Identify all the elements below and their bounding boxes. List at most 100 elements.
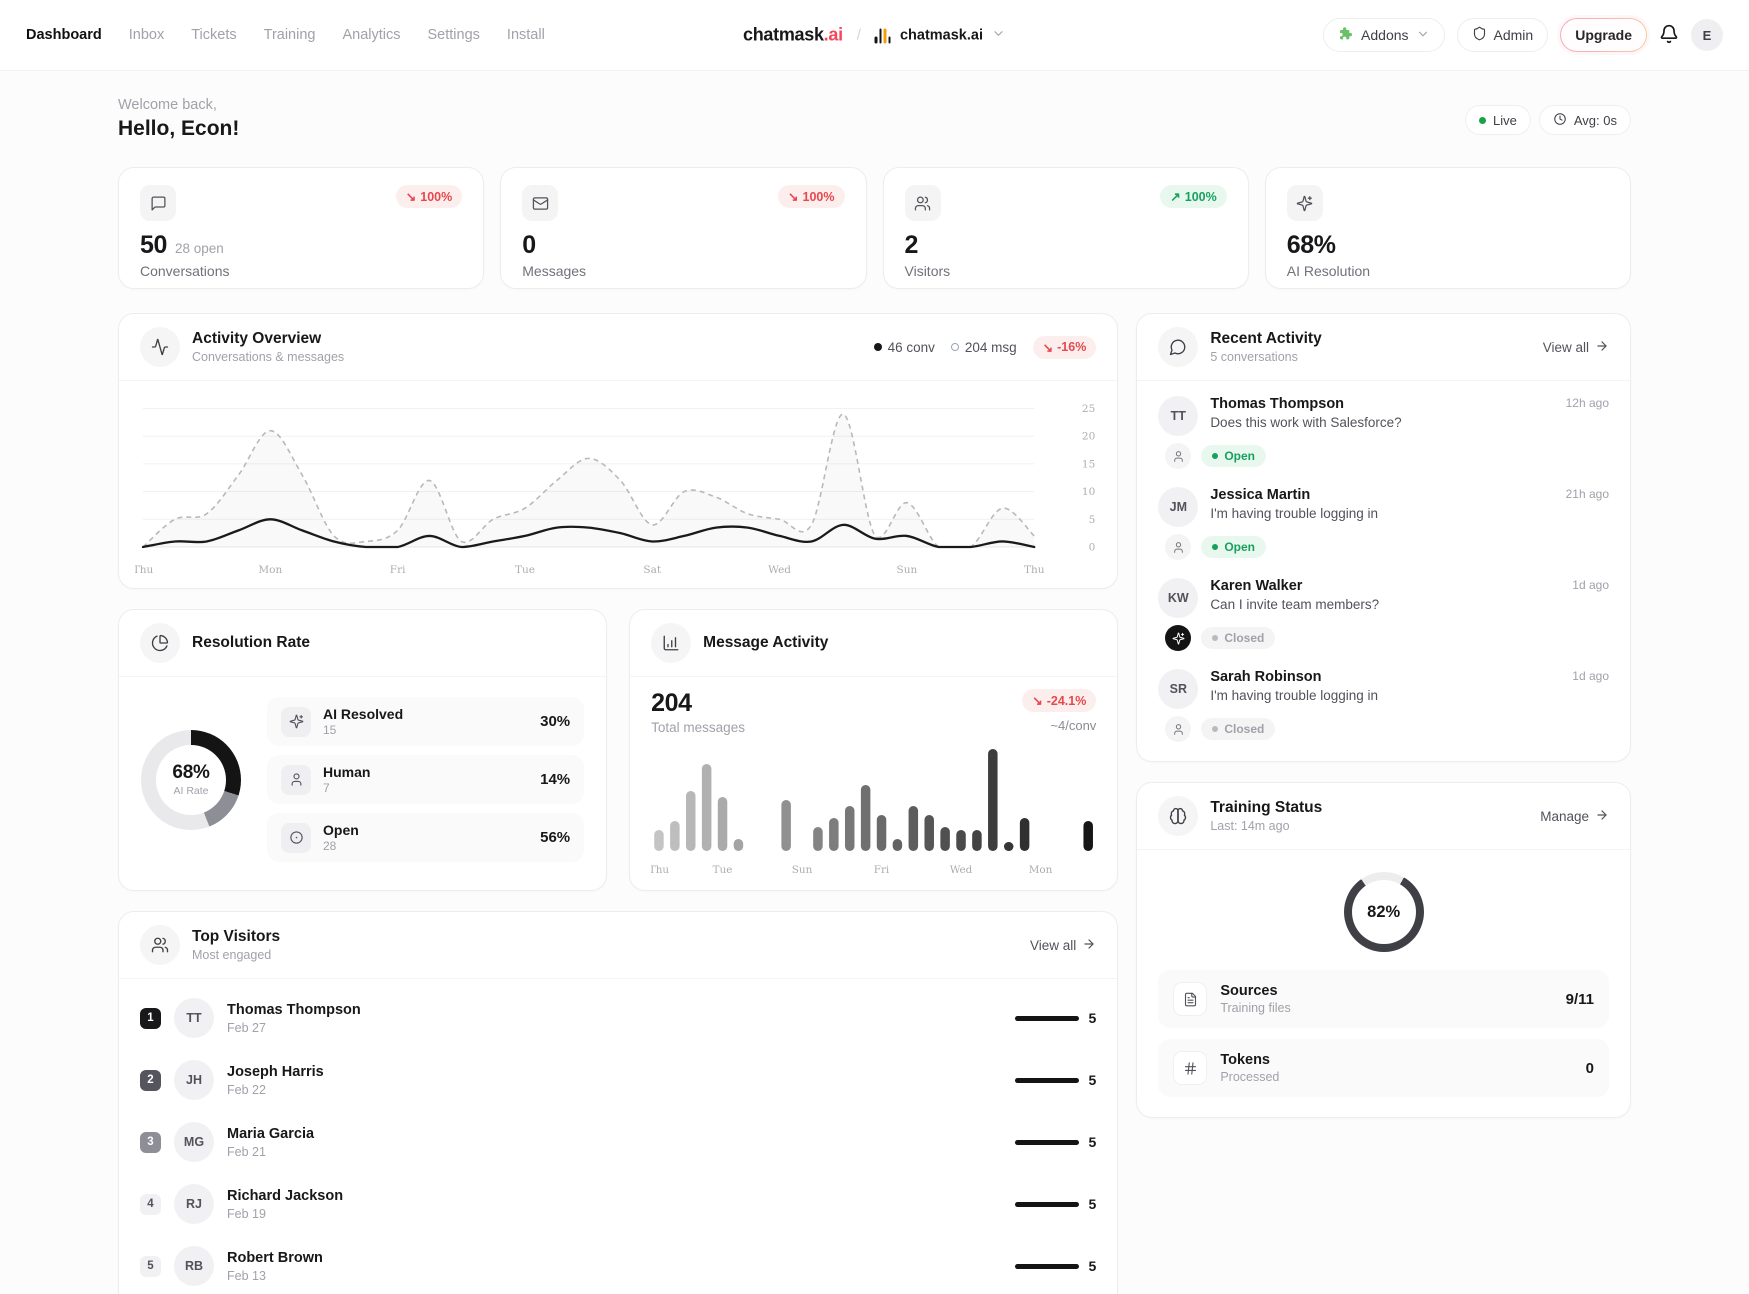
- ai-rate-label: AI Rate: [173, 785, 209, 797]
- status-badge: Open: [1201, 536, 1266, 558]
- recent-view-all-button[interactable]: View all: [1543, 339, 1609, 356]
- svg-text:Mon: Mon: [258, 564, 282, 576]
- nav-item-tickets[interactable]: Tickets: [191, 27, 237, 43]
- activity-overview-card: Activity Overview Conversations & messag…: [118, 313, 1119, 589]
- brain-icon: [1158, 796, 1199, 836]
- row-label: Tokens: [1220, 1052, 1271, 1068]
- svg-text:20: 20: [1082, 431, 1095, 443]
- hash-icon: [1173, 1051, 1208, 1085]
- legend-hollow: 204 msg: [950, 340, 1017, 355]
- nav-item-analytics[interactable]: Analytics: [342, 27, 401, 43]
- training-manage-button[interactable]: Manage: [1540, 808, 1609, 825]
- svg-text:Fri: Fri: [874, 864, 890, 876]
- visitors-view-all-button[interactable]: View all: [1030, 937, 1096, 954]
- resolution-breakdown-row: AI Resolved 15 30%: [267, 697, 585, 746]
- row-label: Sources: [1220, 983, 1278, 999]
- row-sublabel: Processed: [1220, 1070, 1280, 1084]
- visitor-date: Feb 21: [227, 1144, 266, 1159]
- nav-item-settings[interactable]: Settings: [427, 27, 480, 43]
- timestamp: 1d ago: [1572, 578, 1609, 592]
- agent-avatar: [1165, 716, 1192, 742]
- conversation-list-item[interactable]: KW Karen Walker Can I invite team member…: [1137, 569, 1630, 660]
- admin-button[interactable]: Admin: [1456, 18, 1549, 52]
- upgrade-button[interactable]: Upgrade: [1560, 18, 1647, 52]
- trend-down-icon: ↘: [1032, 694, 1043, 708]
- welcome-greeting: Welcome back,: [118, 97, 217, 113]
- welcome-section: Welcome back, Hello, Econ! Live Avg: 0s: [118, 97, 1631, 141]
- stats-row: ↘ 100% 50 28 open Conversations ↘ 100% 0 M…: [118, 167, 1631, 289]
- workspace-logo-icon: [874, 27, 891, 43]
- sparkles-icon: [1286, 185, 1323, 221]
- svg-text:Sun: Sun: [897, 564, 918, 576]
- row-count: 28: [323, 839, 337, 853]
- activity-trend-badge: ↘ -16%: [1032, 335, 1097, 359]
- addons-button[interactable]: Addons: [1323, 18, 1445, 52]
- timestamp: 12h ago: [1565, 396, 1609, 410]
- nav-item-training[interactable]: Training: [263, 27, 316, 43]
- conversation-list-item[interactable]: TT Thomas Thompson Does this work with S…: [1137, 387, 1630, 478]
- activity-subtitle: Conversations & messages: [192, 350, 345, 364]
- visitor-name: Joseph Harris: [227, 1063, 324, 1080]
- user-avatar[interactable]: E: [1691, 19, 1723, 51]
- visitor-list-item[interactable]: 5 RB Robert Brown Feb 13 5: [119, 1235, 1117, 1294]
- message-circle-icon: [1158, 327, 1199, 367]
- logo-suffix: .ai: [823, 24, 843, 45]
- visitor-name: Thomas Thompson: [227, 1001, 361, 1018]
- stat-card: ↗ 100% 2 Visitors: [882, 167, 1249, 289]
- svg-text:Thu: Thu: [1024, 564, 1045, 576]
- avatar: MG: [174, 1122, 214, 1162]
- resolution-breakdown-row: Human 7 14%: [267, 755, 585, 804]
- timestamp: 1d ago: [1572, 669, 1609, 683]
- engagement-count: 5: [1088, 1072, 1097, 1088]
- workspace-name: chatmask.ai: [899, 27, 983, 43]
- contact-name: Sarah Robinson: [1210, 669, 1322, 685]
- nav-item-install[interactable]: Install: [506, 27, 545, 43]
- nav-item-inbox[interactable]: Inbox: [128, 27, 165, 43]
- notifications-button[interactable]: [1659, 24, 1679, 47]
- last-message: I'm having trouble logging in: [1210, 506, 1378, 521]
- addons-label: Addons: [1361, 27, 1409, 43]
- conversation-list-item[interactable]: JM Jessica Martin I'm having trouble log…: [1137, 478, 1630, 569]
- svg-text:Tue: Tue: [713, 864, 733, 876]
- engagement-count: 5: [1088, 1010, 1097, 1026]
- stat-sub-value: 28 open: [175, 241, 224, 256]
- rank-badge: 3: [140, 1131, 161, 1153]
- last-message: I'm having trouble logging in: [1210, 688, 1378, 703]
- recent-activity-card: Recent Activity 5 conversations View all…: [1136, 313, 1631, 762]
- status-badge: Closed: [1201, 718, 1276, 740]
- visitor-name: Richard Jackson: [227, 1187, 344, 1204]
- workspace-selector[interactable]: chatmask.ai: [874, 27, 1006, 44]
- bar-chart-svg: Thu Tue Sun Fri Wed Mon: [649, 749, 1094, 876]
- total-messages-label: Total messages: [651, 720, 745, 735]
- visitor-list-item[interactable]: 2 JH Joseph Harris Feb 22 5: [119, 1049, 1117, 1111]
- row-sublabel: Training files: [1220, 1001, 1291, 1015]
- engagement-bar: [1014, 1015, 1079, 1021]
- svg-text:0: 0: [1089, 542, 1096, 554]
- trend-down-icon: ↘: [1042, 340, 1054, 355]
- circle-dot-icon: [281, 822, 311, 853]
- row-value: 0: [1585, 1059, 1594, 1077]
- trend-down-icon: ↘: [788, 190, 799, 204]
- top-visitors-title: Top Visitors: [192, 928, 281, 945]
- user-icon: [281, 764, 311, 795]
- logo[interactable]: chatmask.ai: [743, 25, 843, 46]
- avatar: SR: [1158, 669, 1199, 709]
- nav-item-dashboard[interactable]: Dashboard: [26, 27, 102, 43]
- trend-up-icon: ↗: [1170, 190, 1181, 204]
- visitor-list-item[interactable]: 4 RJ Richard Jackson Feb 19 5: [119, 1173, 1117, 1235]
- stat-value: 50: [140, 231, 168, 259]
- trend-down-icon: ↘: [405, 190, 417, 204]
- engagement-bar: [1014, 1077, 1079, 1083]
- visitor-list-item[interactable]: 3 MG Maria Garcia Feb 21 5: [119, 1111, 1117, 1173]
- visitor-list-item[interactable]: 1 TT Thomas Thompson Feb 27 5: [119, 987, 1117, 1049]
- stat-label: Conversations: [140, 263, 230, 279]
- row-percentage: 56%: [540, 829, 571, 846]
- message-square-icon: [140, 185, 176, 221]
- stat-value: 2: [904, 231, 919, 259]
- svg-text:Thu: Thu: [135, 564, 154, 576]
- legend-filled: 46 conv: [873, 340, 935, 355]
- conversation-list-item[interactable]: SR Sarah Robinson I'm having trouble log…: [1137, 660, 1630, 751]
- row-count: 7: [323, 781, 330, 795]
- top-bar: Dashboard Inbox Tickets Training Analytics Se…: [0, 0, 1749, 71]
- rank-badge: 4: [140, 1193, 161, 1215]
